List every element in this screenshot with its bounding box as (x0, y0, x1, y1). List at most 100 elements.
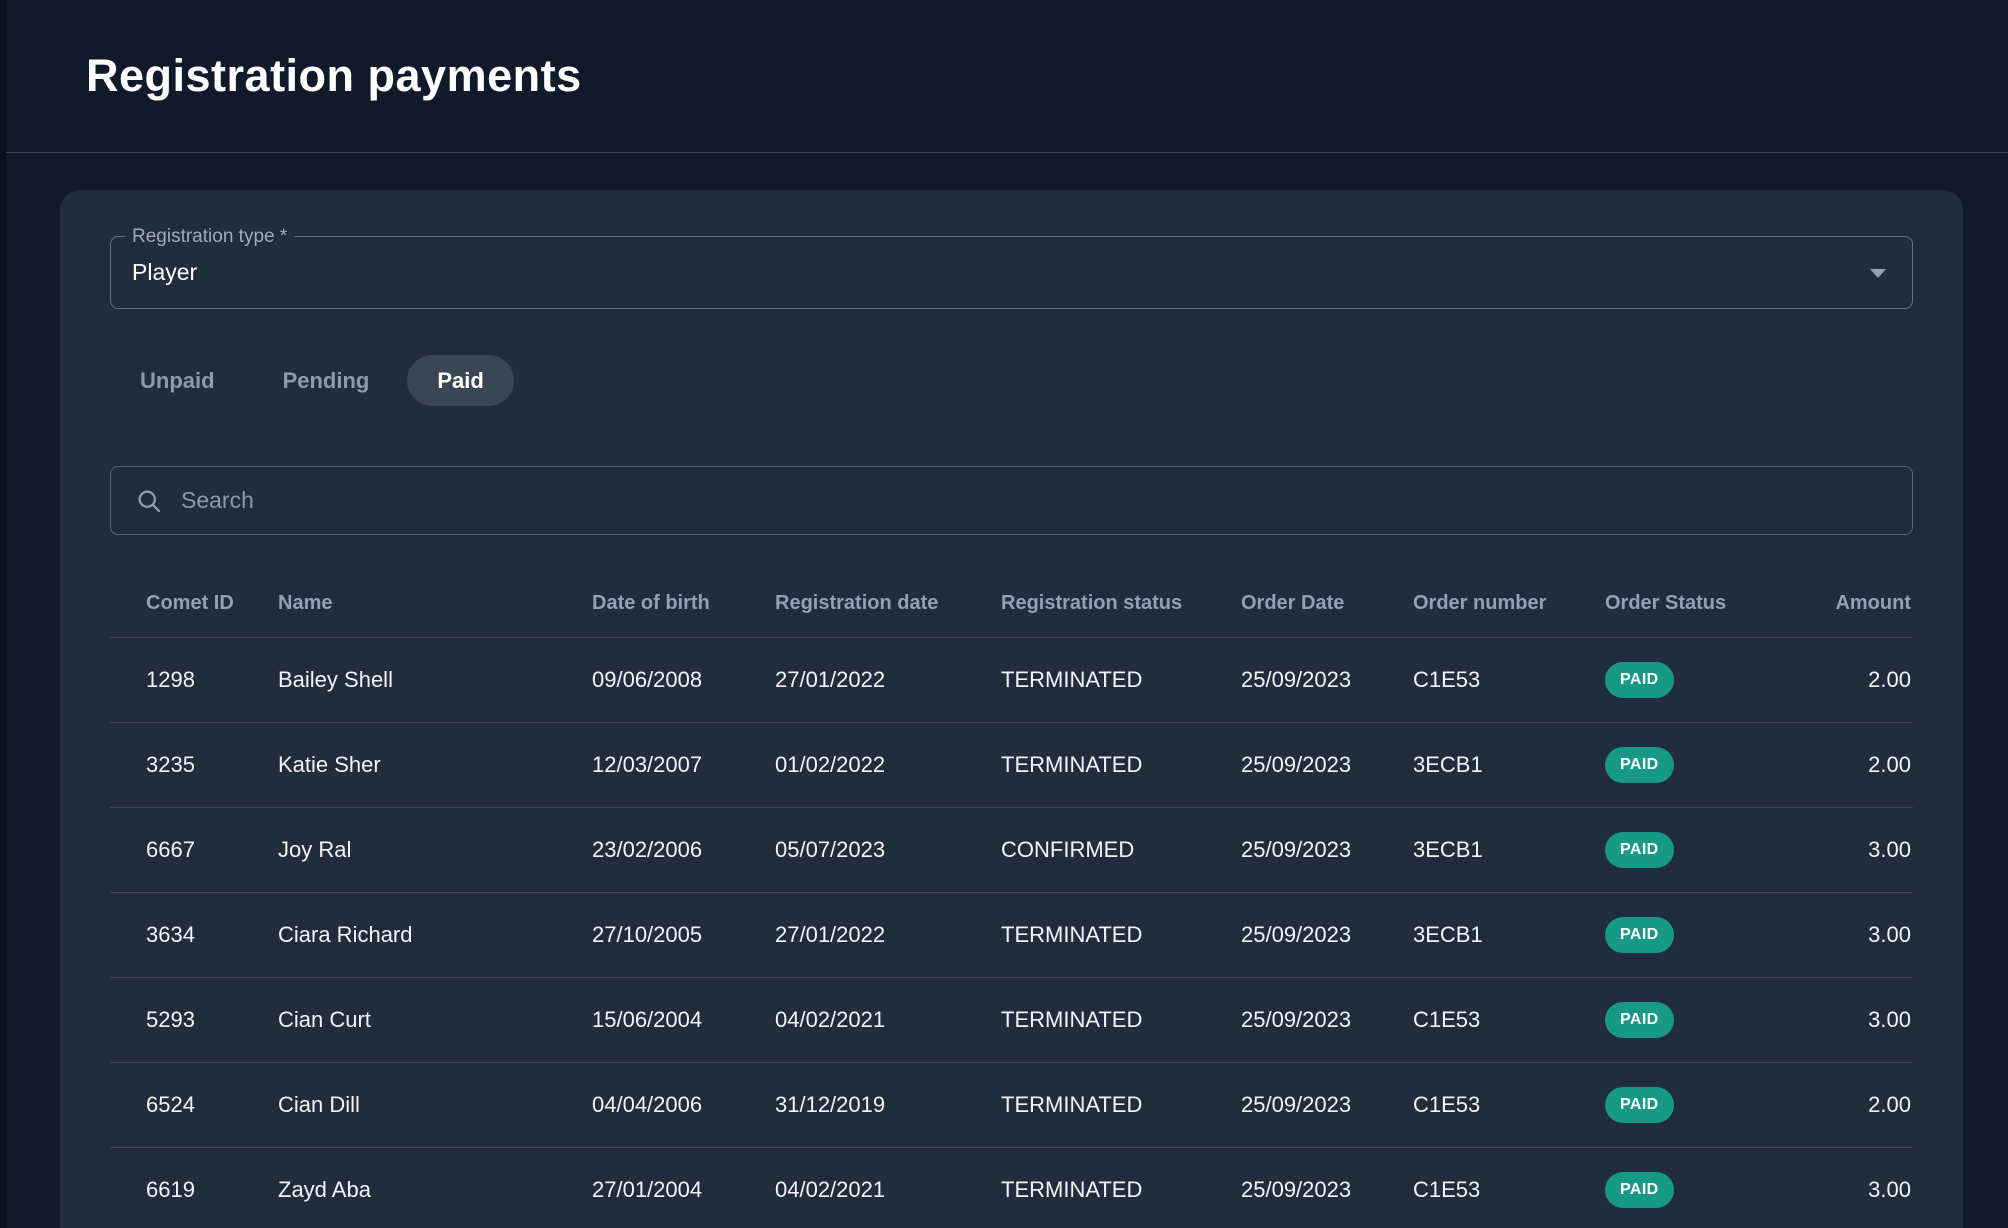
cell-registration-date: 27/01/2022 (759, 637, 985, 723)
column-header-order-status: Order Status (1605, 592, 1727, 614)
cell-comet-id: 1298 (110, 637, 262, 723)
table-row[interactable]: 6524 Cian Dill 04/04/2006 31/12/2019 TER… (110, 1062, 1913, 1148)
cell-name: Cian Curt (262, 977, 576, 1063)
paid-status-badge: PAID (1605, 917, 1674, 953)
column-header-registration-date: Registration date (775, 592, 939, 614)
cell-registration-status: TERMINATED (985, 1062, 1225, 1148)
tab-unpaid[interactable]: Unpaid (140, 368, 215, 393)
cell-registration-status: CONFIRMED (985, 807, 1225, 893)
cell-comet-id: 5293 (110, 977, 262, 1063)
cell-comet-id: 6667 (110, 807, 262, 893)
cell-comet-id: 3634 (110, 892, 262, 978)
cell-registration-date: 31/12/2019 (759, 1062, 985, 1148)
cell-order-number: 3ECB1 (1397, 807, 1589, 893)
cell-order-date: 25/09/2023 (1225, 637, 1397, 723)
tab-pending[interactable]: Pending (282, 368, 370, 393)
column-header-name: Name (278, 592, 333, 614)
paid-status-badge: PAID (1605, 662, 1674, 698)
tab-paid[interactable]: Paid (407, 355, 514, 406)
search-bar (110, 466, 1913, 535)
cell-order-date: 25/09/2023 (1225, 892, 1397, 978)
column-header-registration-status: Registration status (1001, 592, 1183, 614)
cell-dob: 27/10/2005 (576, 892, 759, 978)
cell-dob: 04/04/2006 (576, 1062, 759, 1148)
cell-registration-status: TERMINATED (985, 977, 1225, 1063)
cell-dob: 09/06/2008 (576, 637, 759, 723)
cell-order-status: PAID (1589, 1062, 1779, 1148)
cell-order-date: 25/09/2023 (1225, 1062, 1397, 1148)
cell-comet-id: 3235 (110, 722, 262, 808)
cell-registration-date: 05/07/2023 (759, 807, 985, 893)
cell-dob: 23/02/2006 (576, 807, 759, 893)
column-header-amount: Amount (1835, 592, 1911, 614)
table-row[interactable]: 6619 Zayd Aba 27/01/2004 04/02/2021 TERM… (110, 1147, 1913, 1228)
cell-order-status: PAID (1589, 892, 1779, 978)
payments-table: Comet ID Name Date of birth Registration… (110, 570, 1913, 1228)
registration-type-value: Player (132, 259, 198, 285)
column-header-order-date: Order Date (1241, 592, 1345, 614)
table-row[interactable]: 5293 Cian Curt 15/06/2004 04/02/2021 TER… (110, 977, 1913, 1063)
cell-registration-status: TERMINATED (985, 892, 1225, 978)
cell-order-date: 25/09/2023 (1225, 807, 1397, 893)
paid-status-badge: PAID (1605, 1002, 1674, 1038)
cell-order-number: C1E53 (1397, 977, 1589, 1063)
column-header-comet-id: Comet ID (146, 592, 234, 614)
cell-registration-status: TERMINATED (985, 722, 1225, 808)
cell-comet-id: 6619 (110, 1147, 262, 1228)
cell-amount: 3.00 (1779, 977, 1913, 1063)
paid-status-badge: PAID (1605, 747, 1674, 783)
chevron-down-icon (1870, 268, 1886, 278)
cell-order-number: 3ECB1 (1397, 892, 1589, 978)
table-row[interactable]: 3634 Ciara Richard 27/10/2005 27/01/2022… (110, 892, 1913, 978)
cell-registration-date: 04/02/2021 (759, 977, 985, 1063)
cell-name: Bailey Shell (262, 637, 576, 723)
cell-registration-status: TERMINATED (985, 1147, 1225, 1228)
column-header-order-number: Order number (1413, 592, 1547, 614)
sidebar-edge (0, 0, 6, 1228)
table-header-row: Comet ID Name Date of birth Registration… (110, 570, 1913, 638)
cell-registration-date: 04/02/2021 (759, 1147, 985, 1228)
cell-amount: 3.00 (1779, 892, 1913, 978)
cell-name: Cian Dill (262, 1062, 576, 1148)
cell-name: Katie Sher (262, 722, 576, 808)
cell-comet-id: 6524 (110, 1062, 262, 1148)
registration-type-select[interactable]: Registration type * Player (110, 226, 1913, 309)
search-icon (138, 490, 161, 512)
cell-order-status: PAID (1589, 722, 1779, 808)
cell-dob: 12/03/2007 (576, 722, 759, 808)
cell-amount: 2.00 (1779, 722, 1913, 808)
cell-order-status: PAID (1589, 807, 1779, 893)
cell-amount: 2.00 (1779, 637, 1913, 723)
table-row[interactable]: 6667 Joy Ral 23/02/2006 05/07/2023 CONFI… (110, 807, 1913, 893)
page-title: Registration payments (86, 50, 582, 101)
payments-card: Registration type * Player Unpaid Pendin… (60, 190, 1963, 1228)
cell-name: Zayd Aba (262, 1147, 576, 1228)
cell-amount: 2.00 (1779, 1062, 1913, 1148)
registration-type-label: Registration type * (125, 226, 295, 247)
payment-status-tabs: Unpaid Pending Paid (110, 355, 1913, 406)
table-row[interactable]: 1298 Bailey Shell 09/06/2008 27/01/2022 … (110, 637, 1913, 723)
table-body: 1298 Bailey Shell 09/06/2008 27/01/2022 … (110, 637, 1913, 1228)
cell-order-number: 3ECB1 (1397, 722, 1589, 808)
table-row[interactable]: 3235 Katie Sher 12/03/2007 01/02/2022 TE… (110, 722, 1913, 808)
cell-dob: 27/01/2004 (576, 1147, 759, 1228)
column-header-dob: Date of birth (592, 592, 710, 614)
cell-registration-date: 27/01/2022 (759, 892, 985, 978)
paid-status-badge: PAID (1605, 832, 1674, 868)
cell-amount: 3.00 (1779, 1147, 1913, 1228)
cell-name: Ciara Richard (262, 892, 576, 978)
cell-order-number: C1E53 (1397, 637, 1589, 723)
cell-name: Joy Ral (262, 807, 576, 893)
cell-order-status: PAID (1589, 977, 1779, 1063)
paid-status-badge: PAID (1605, 1172, 1674, 1208)
cell-dob: 15/06/2004 (576, 977, 759, 1063)
cell-order-status: PAID (1589, 637, 1779, 723)
cell-order-number: C1E53 (1397, 1147, 1589, 1228)
cell-amount: 3.00 (1779, 807, 1913, 893)
paid-status-badge: PAID (1605, 1087, 1674, 1123)
cell-order-date: 25/09/2023 (1225, 1147, 1397, 1228)
cell-registration-status: TERMINATED (985, 637, 1225, 723)
search-input[interactable] (181, 487, 1888, 514)
page-header: Registration payments (0, 0, 2008, 153)
cell-order-number: C1E53 (1397, 1062, 1589, 1148)
